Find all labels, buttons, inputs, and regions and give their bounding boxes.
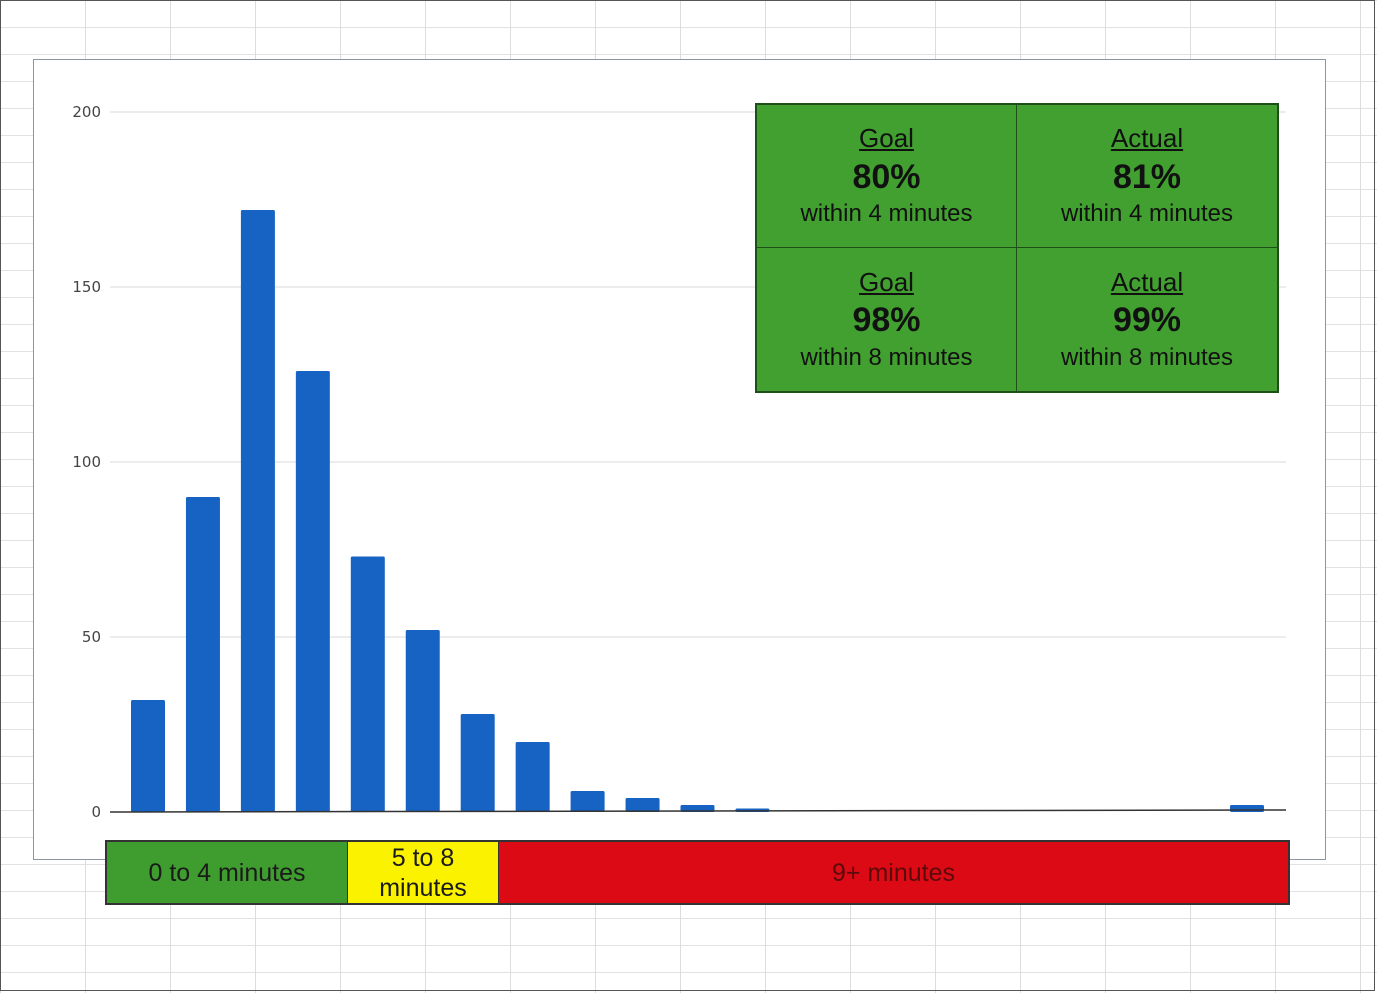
goal-value: 98% (852, 301, 921, 340)
band-5-to-8: 5 to 8 minutes (348, 842, 499, 903)
goal-actual-table: Goal 80% within 4 minutes Actual 81% wit… (755, 103, 1279, 393)
actual-label: Actual (1110, 123, 1184, 154)
bar (515, 742, 550, 812)
actual-cell-8min: Actual 99% within 8 minutes (1017, 248, 1277, 391)
bar (350, 556, 385, 812)
actual-value: 81% (1112, 157, 1182, 196)
bar (1230, 805, 1264, 812)
y-tick-label: 0 (91, 803, 101, 821)
band-5-to-8-label: 5 to 8 minutes (379, 843, 467, 902)
time-bands: 0 to 4 minutes 5 to 8 minutes 9+ minutes (105, 840, 1290, 905)
actual-value: 99% (1112, 301, 1182, 340)
goal-label: Goal (859, 123, 914, 154)
goal-detail: within 4 minutes (800, 200, 973, 228)
bar (185, 497, 220, 812)
bar (295, 371, 330, 812)
bar (570, 791, 605, 812)
band-0-to-4: 0 to 4 minutes (107, 842, 348, 903)
y-tick-label: 150 (72, 278, 101, 296)
y-tick-label: 100 (72, 453, 101, 471)
x-axis-baseline (109, 809, 1287, 813)
goal-cell-4min: Goal 80% within 4 minutes (757, 105, 1017, 248)
band-9-plus: 9+ minutes (499, 842, 1288, 903)
bar (460, 714, 495, 812)
y-tick-label: 50 (82, 628, 101, 646)
goal-detail: within 8 minutes (800, 343, 973, 371)
y-tick-label: 200 (72, 103, 101, 121)
bar (131, 700, 165, 812)
actual-detail: within 4 minutes (1060, 200, 1234, 228)
bar (625, 798, 660, 812)
goal-value: 80% (852, 157, 921, 196)
actual-label: Actual (1110, 266, 1184, 297)
bars (131, 210, 1264, 812)
actual-cell-4min: Actual 81% within 4 minutes (1017, 105, 1277, 248)
bar (240, 210, 275, 812)
goal-cell-8min: Goal 98% within 8 minutes (757, 248, 1017, 391)
goal-label: Goal (859, 266, 914, 297)
y-axis-ticks: 0 50 100 150 200 (72, 103, 101, 821)
actual-detail: within 8 minutes (1060, 343, 1234, 371)
bar (405, 630, 440, 812)
